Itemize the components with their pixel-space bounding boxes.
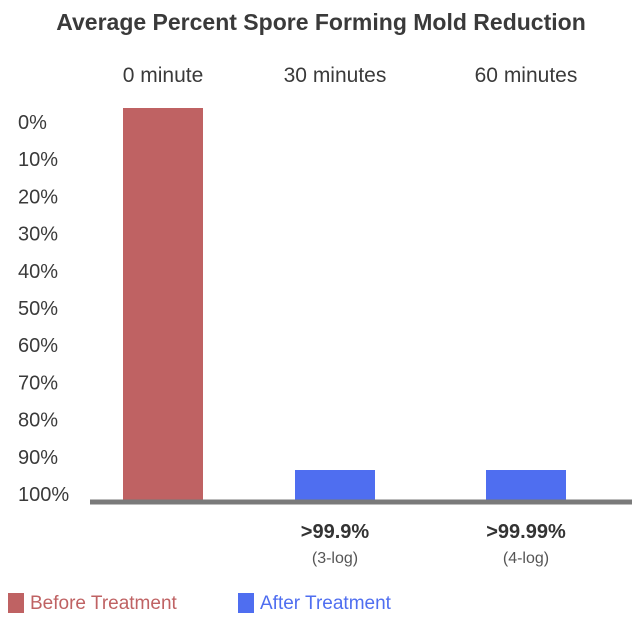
legend-label: After Treatment — [260, 593, 392, 614]
legend-label: Before Treatment — [30, 593, 178, 614]
category-label: 0 minute — [123, 64, 204, 87]
y-tick-label: 80% — [18, 410, 58, 432]
bar-before-treatment — [123, 108, 203, 500]
y-tick-label: 60% — [18, 335, 58, 357]
legend-swatch — [8, 593, 24, 613]
y-tick-label: 30% — [18, 224, 58, 246]
legend: Before Treatment After Treatment — [8, 593, 392, 614]
category-label: 30 minutes — [284, 64, 387, 87]
legend-swatch — [238, 593, 254, 613]
y-tick-label: 40% — [18, 261, 58, 283]
y-tick-label: 100% — [18, 484, 69, 506]
y-tick-label: 90% — [18, 447, 58, 469]
chart-title: Average Percent Spore Forming Mold Reduc… — [56, 9, 586, 35]
y-tick-label: 10% — [18, 149, 58, 171]
annotation-log: (4-log) — [503, 550, 549, 567]
bar-after-treatment — [486, 470, 566, 500]
bar-after-treatment — [295, 470, 375, 500]
annotation-log: (3-log) — [312, 550, 358, 567]
y-tick-label: 20% — [18, 186, 58, 208]
category-label: 60 minutes — [475, 64, 578, 87]
y-tick-label: 50% — [18, 298, 58, 320]
annotation-value: >99.9% — [301, 521, 370, 543]
annotation-value: >99.99% — [486, 521, 566, 543]
y-tick-label: 70% — [18, 372, 58, 394]
y-tick-label: 0% — [18, 112, 47, 134]
